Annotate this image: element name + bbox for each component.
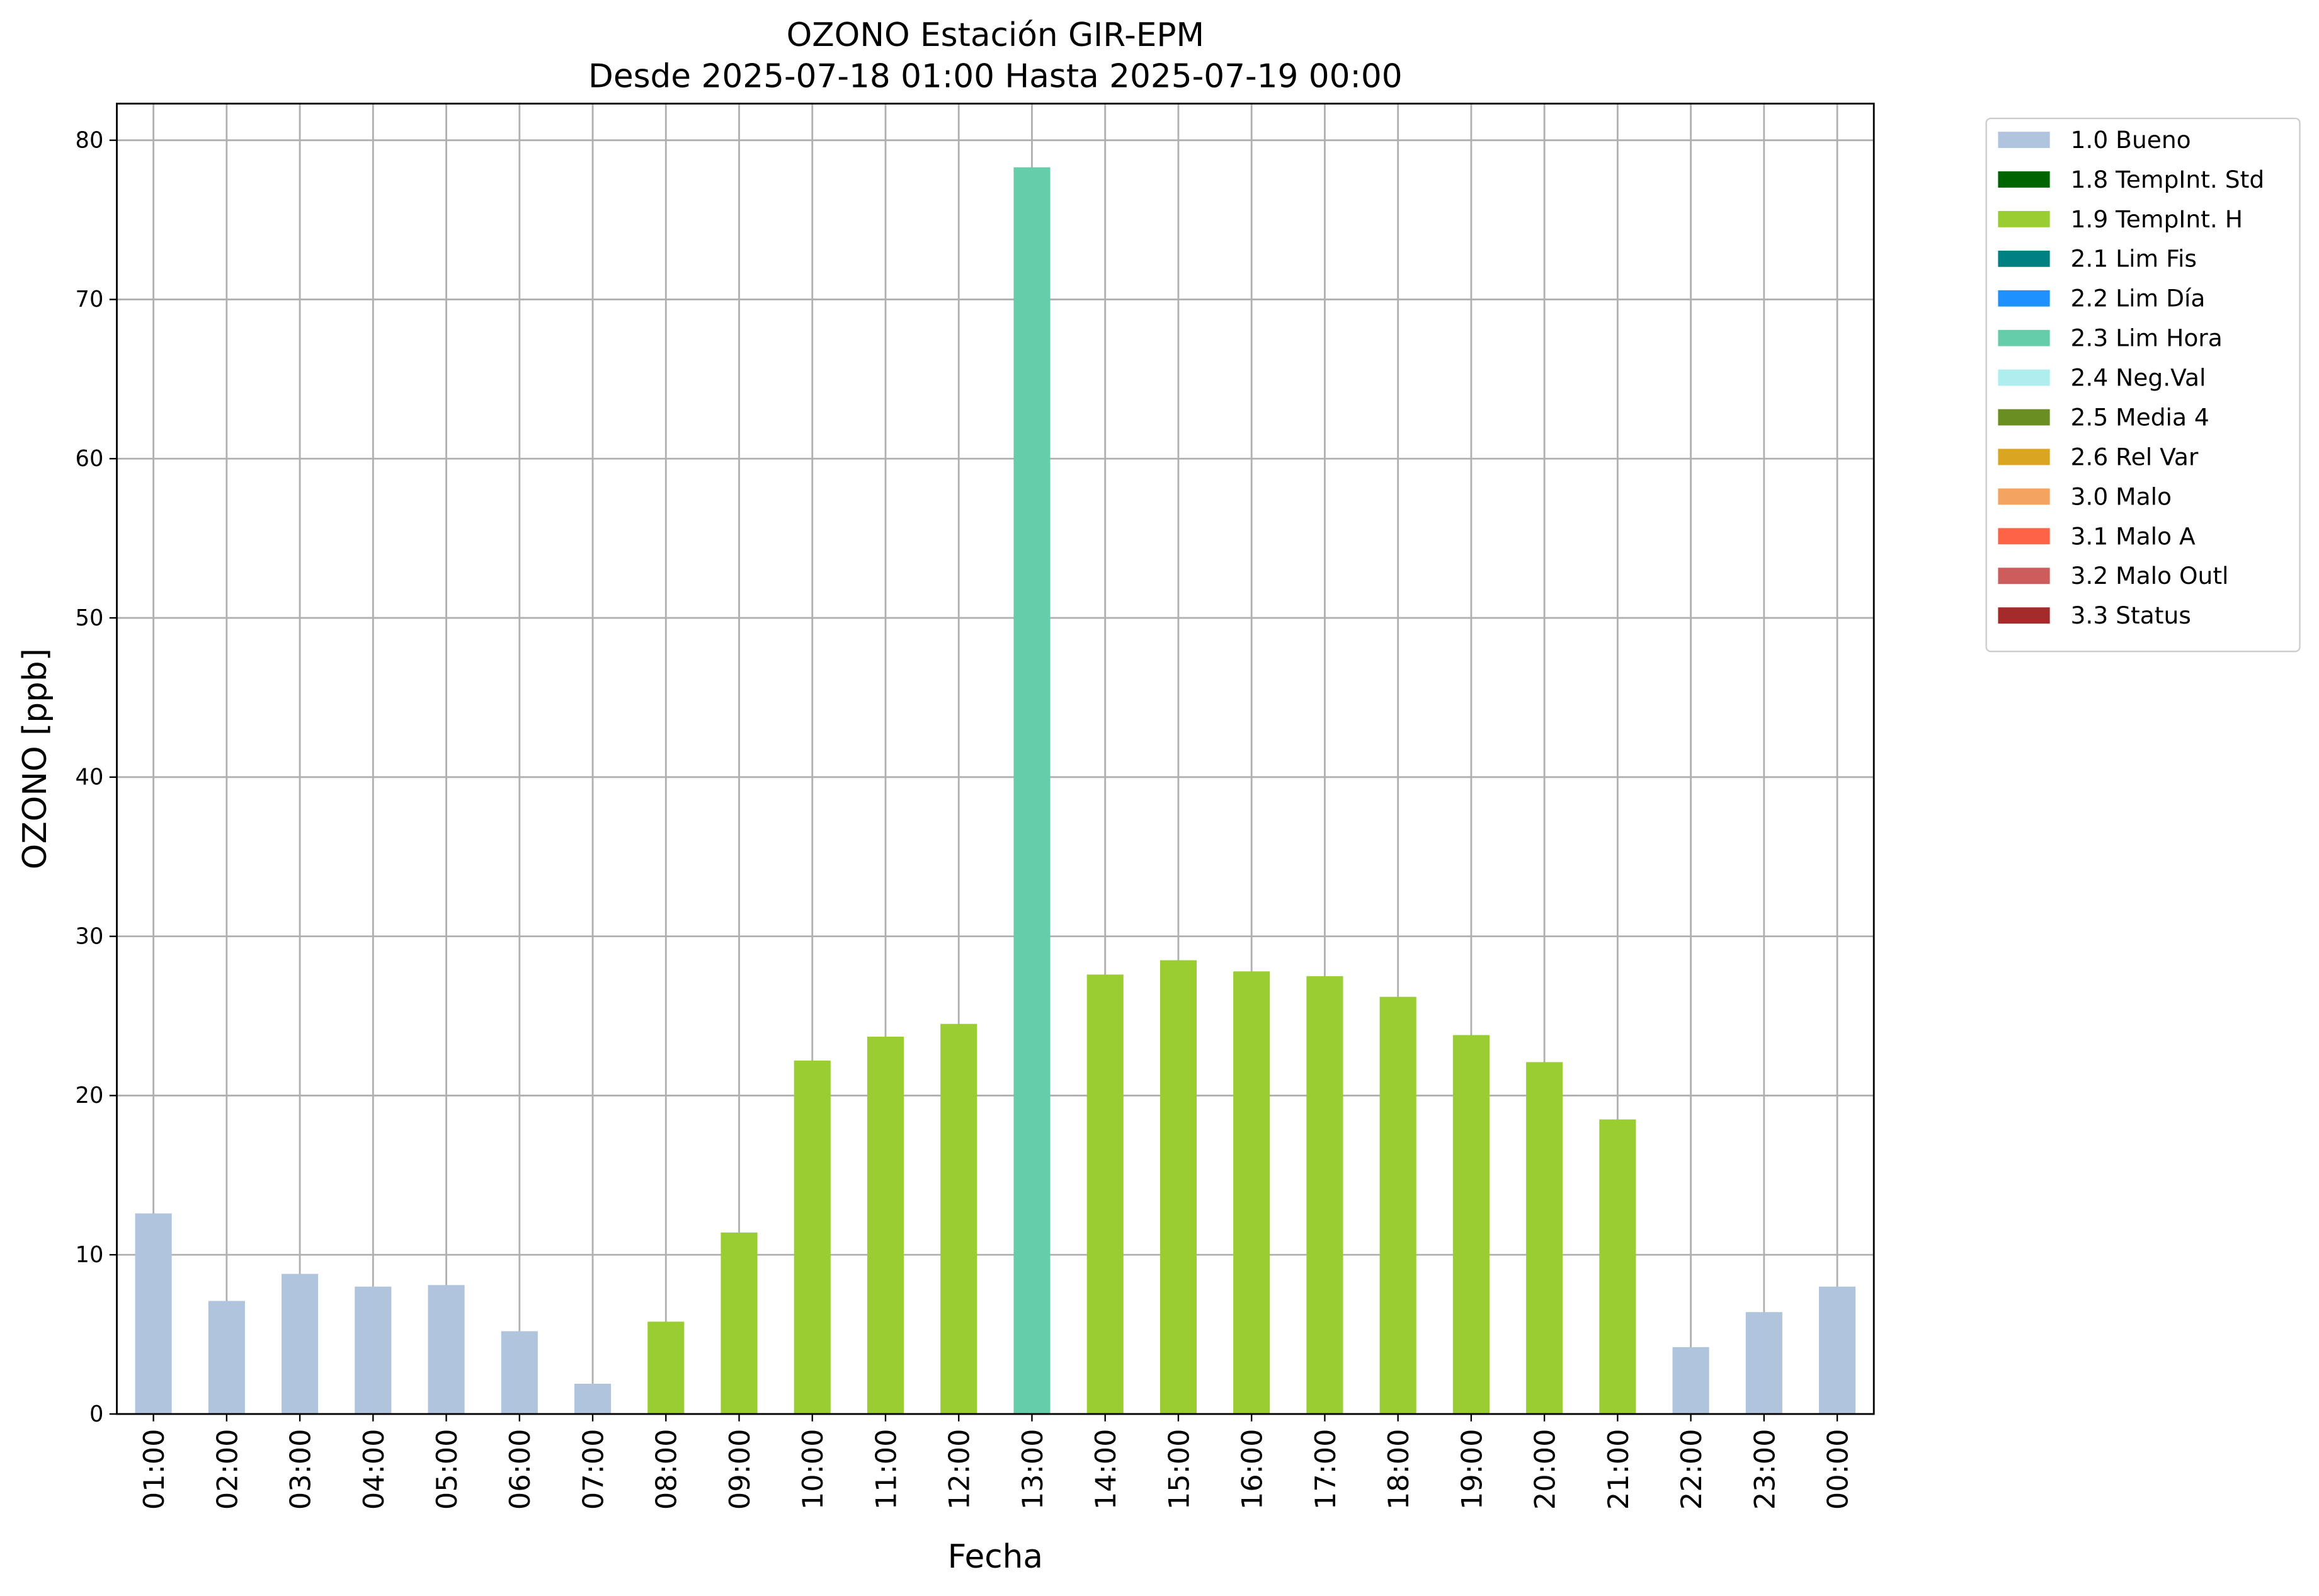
x-tick-label: 06:00 [504, 1429, 537, 1510]
bar [574, 1384, 612, 1415]
legend-swatch [1998, 488, 2050, 505]
legend-label: 2.5 Media 4 [2071, 403, 2209, 431]
legend-label: 3.1 Malo A [2071, 522, 2196, 550]
bar [1160, 960, 1197, 1415]
x-tick-label: 14:00 [1090, 1429, 1122, 1510]
bar [1233, 971, 1270, 1415]
bar [282, 1274, 319, 1415]
x-tick-label: 02:00 [211, 1429, 244, 1510]
bar [721, 1232, 758, 1415]
legend-swatch [1998, 171, 2050, 188]
x-tick-label: 21:00 [1602, 1429, 1635, 1510]
x-tick-label: 08:00 [651, 1429, 683, 1510]
x-tick-label: 18:00 [1382, 1429, 1415, 1510]
x-axis-label: Fecha [948, 1538, 1043, 1576]
legend-frame [1985, 117, 2301, 653]
legend-swatch [1998, 250, 2050, 267]
bar [1379, 996, 1416, 1415]
legend-label: 2.3 Lim Hora [2071, 324, 2223, 352]
y-tick-label: 30 [76, 923, 104, 949]
x-tick-label: 16:00 [1236, 1429, 1269, 1510]
x-tick-label: 10:00 [797, 1429, 829, 1510]
x-tick-label: 22:00 [1675, 1429, 1708, 1510]
bar [355, 1286, 392, 1415]
y-tick-label: 50 [76, 605, 104, 631]
legend-label: 2.6 Rel Var [2071, 443, 2199, 470]
bar [1013, 167, 1051, 1415]
x-tick-label: 11:00 [870, 1429, 903, 1510]
plot-frame [116, 103, 1875, 1415]
y-tick-label: 20 [76, 1083, 104, 1109]
legend-label: 1.8 TempInt. Std [2071, 166, 2265, 193]
legend-label: 2.1 Lim Fis [2071, 245, 2197, 273]
bar [1672, 1347, 1709, 1415]
legend-swatch [1998, 132, 2050, 148]
legend-label: 1.9 TempInt. H [2071, 205, 2243, 233]
bar [135, 1213, 172, 1415]
bar [1819, 1286, 1856, 1415]
x-tick-label: 13:00 [1017, 1429, 1049, 1510]
x-tick-label: 15:00 [1163, 1429, 1195, 1510]
y-tick-label: 70 [76, 287, 104, 312]
x-tick-label: 17:00 [1309, 1429, 1342, 1510]
y-tick-label: 60 [76, 446, 104, 472]
legend-swatch [1998, 210, 2050, 227]
x-tick-label: 03:00 [285, 1429, 317, 1510]
legend: 1.0 Bueno 1.8 TempInt. Std 1.9 TempInt. H 2… [1985, 117, 2301, 653]
legend-label: 3.3 Status [2071, 601, 2191, 629]
bar [1086, 974, 1124, 1415]
legend-swatch [1998, 567, 2050, 584]
x-tick-label: 23:00 [1748, 1429, 1781, 1510]
bar [1599, 1119, 1636, 1415]
bar [1452, 1035, 1490, 1415]
bar [794, 1060, 831, 1415]
x-tick-label: 00:00 [1822, 1429, 1855, 1510]
y-tick-label: 40 [76, 765, 104, 790]
legend-swatch [1998, 528, 2050, 545]
x-tick-label: 09:00 [724, 1429, 756, 1510]
legend-label: 2.4 Neg.Val [2071, 364, 2206, 392]
legend-swatch [1998, 607, 2050, 624]
bar [867, 1036, 904, 1415]
chart-title: OZONO Estación GIR-EPM [787, 16, 1204, 54]
x-tick-label: 20:00 [1529, 1429, 1562, 1510]
legend-label: 3.0 Malo [2071, 482, 2172, 510]
y-tick-label: 80 [76, 127, 104, 153]
y-tick-label: 0 [89, 1401, 103, 1427]
bar [208, 1301, 245, 1415]
y-tick-label: 10 [76, 1242, 104, 1268]
bar [1745, 1312, 1782, 1415]
x-tick-label: 04:00 [358, 1429, 390, 1510]
x-tick-label: 07:00 [577, 1429, 610, 1510]
legend-swatch [1998, 369, 2050, 386]
chart-subtitle: Desde 2025-07-18 01:00 Hasta 2025-07-19 … [588, 58, 1403, 96]
legend-swatch [1998, 290, 2050, 307]
y-axis-label: OZONO [ppb] [16, 648, 54, 869]
bar [1306, 976, 1343, 1415]
bar [428, 1285, 465, 1415]
x-tick-label: 01:00 [138, 1429, 171, 1510]
x-tick-label: 19:00 [1456, 1429, 1488, 1510]
bar [940, 1023, 977, 1415]
x-tick-label: 05:00 [431, 1429, 464, 1510]
legend-label: 1.0 Bueno [2071, 126, 2191, 154]
legend-label: 2.2 Lim Día [2071, 285, 2206, 312]
legend-label: 3.2 Malo Outl [2071, 562, 2229, 590]
x-tick-label: 12:00 [943, 1429, 976, 1510]
bar [501, 1331, 538, 1415]
legend-swatch [1998, 448, 2050, 465]
bar [647, 1321, 685, 1415]
legend-swatch [1998, 409, 2050, 426]
bar [1526, 1062, 1563, 1415]
legend-swatch [1998, 329, 2050, 346]
